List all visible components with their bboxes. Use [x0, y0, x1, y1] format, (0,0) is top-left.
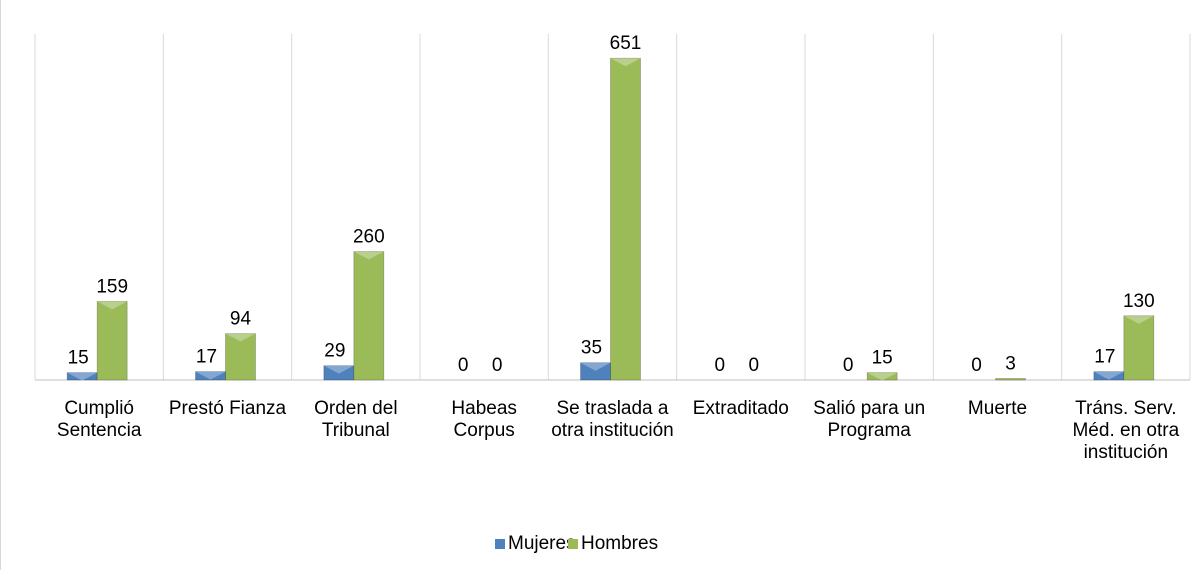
data-label: 0 [492, 355, 503, 376]
bar [353, 251, 385, 381]
x-tick-label: Habeas Corpus [451, 398, 517, 441]
x-tick-label: Prestó Fianza [168, 398, 287, 419]
bar-bevel [1123, 315, 1154, 324]
bar-bevel [580, 362, 611, 371]
data-label: 0 [843, 355, 854, 376]
x-tick-label: Tráns. Serv. Méd. en otra institución [1072, 398, 1180, 463]
x-tick-label: Cumplió Sentencia [56, 398, 142, 441]
data-label: 651 [610, 33, 642, 54]
bar-bevel [323, 365, 354, 374]
bar-bevel [867, 372, 898, 381]
data-label: 15 [872, 348, 893, 369]
data-label: 0 [458, 355, 469, 376]
data-label: 260 [353, 227, 385, 248]
data-label: 0 [971, 355, 982, 376]
bar [866, 372, 898, 381]
legend-item: Mujeres [495, 533, 576, 555]
bar-bevel [610, 58, 641, 67]
legend-label: Mujeres [508, 533, 576, 554]
data-label: 3 [1005, 354, 1016, 375]
x-tick-label: Salió para un Programa [813, 398, 926, 441]
x-tick-label: Extraditado [692, 398, 789, 419]
bar [1123, 315, 1155, 381]
x-tick-label: Orden del Tribunal [314, 398, 398, 441]
data-label: 94 [230, 309, 252, 330]
legend-item: Hombres [568, 533, 658, 555]
bar-bevel [225, 333, 256, 342]
legend-label: Hombres [581, 533, 659, 554]
data-label: 159 [96, 276, 128, 297]
bar-bevel [97, 301, 128, 310]
bar-bevel [353, 251, 384, 260]
bar [225, 333, 256, 381]
data-label: 0 [749, 355, 760, 376]
data-label: 29 [324, 341, 345, 362]
x-tick-label: Se traslada a otra institución [551, 398, 674, 441]
data-label: 15 [68, 348, 89, 369]
bar [995, 378, 1026, 381]
x-tick-label: Muerte [967, 398, 1028, 419]
bar-bevel [195, 371, 226, 380]
data-label: 0 [715, 355, 726, 376]
data-label: 35 [581, 338, 602, 359]
bar-bevel [1093, 371, 1124, 380]
legend-swatch [568, 539, 578, 549]
data-label: 130 [1123, 291, 1155, 312]
bar [96, 301, 128, 381]
bar-bevel [67, 372, 98, 381]
legend-swatch [495, 539, 505, 549]
data-label: 17 [196, 347, 217, 368]
bar [610, 57, 641, 381]
data-label: 17 [1094, 347, 1115, 368]
